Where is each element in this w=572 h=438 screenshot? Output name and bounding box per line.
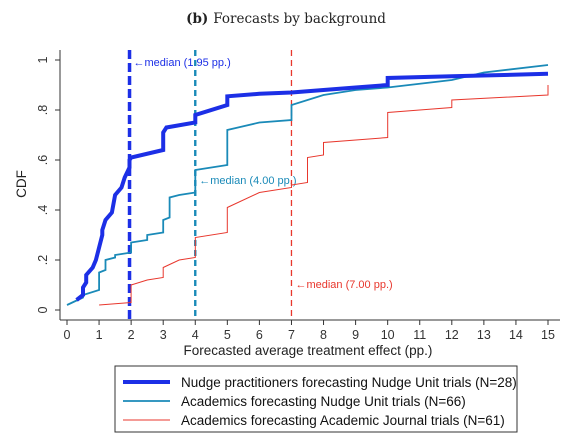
median-label: ←median (1.95 pp.) [134, 57, 231, 69]
x-tick-label: 14 [509, 328, 523, 342]
y-tick-label: .4 [36, 205, 50, 215]
y-tick-label: .8 [36, 105, 50, 115]
x-tick-label: 10 [381, 328, 395, 342]
legend-entry: Academics forecasting Academic Journal t… [181, 413, 505, 428]
median-lines: ←median (1.95 pp.) ←median (4.00 pp.) ←med… [127, 50, 393, 320]
series-line [75, 71, 549, 302]
y-axis-title: CDF [14, 170, 29, 198]
series-lines [66, 64, 549, 306]
series-line [99, 85, 549, 306]
x-ticks: 0 1 2 3 4 5 6 7 8 9 10 11 12 13 14 15 [64, 320, 555, 342]
caption-text: Forecasts by background [213, 11, 386, 27]
x-tick-label: 1 [96, 328, 103, 342]
series-line [66, 64, 549, 306]
median-label: ←median (4.00 pp.) [199, 175, 296, 187]
x-tick-label: 0 [64, 328, 71, 342]
y-tick-label: .2 [36, 255, 50, 265]
caption-letter: (b) [186, 11, 208, 27]
x-tick-label: 8 [320, 328, 327, 342]
plot-axes [59, 50, 560, 321]
y-tick-label: 0 [36, 306, 50, 313]
y-tick-label: .6 [36, 155, 50, 165]
legend: Nudge practitioners forecasting Nudge Un… [114, 365, 518, 433]
x-tick-label: 6 [256, 328, 263, 342]
x-tick-label: 15 [541, 328, 555, 342]
x-tick-label: 7 [288, 328, 295, 342]
figure-caption: (b) Forecasts by background [186, 11, 386, 27]
x-tick-label: 13 [477, 328, 491, 342]
x-tick-label: 9 [352, 328, 359, 342]
x-tick-label: 5 [224, 328, 231, 342]
x-tick-label: 3 [160, 328, 167, 342]
x-tick-label: 2 [128, 328, 135, 342]
legend-box [114, 365, 518, 433]
y-ticks: 0 .2 .4 .6 .8 1 [36, 56, 60, 313]
y-tick-label: 1 [36, 56, 50, 63]
x-tick-label: 11 [413, 328, 426, 342]
legend-entry: Nudge practitioners forecasting Nudge Un… [181, 375, 517, 390]
median-label: ←median (7.00 pp.) [295, 279, 392, 291]
x-axis-title: Forecasted average treatment effect (pp.… [184, 343, 433, 358]
legend-entry: Academics forecasting Nudge Unit trials … [181, 394, 466, 409]
x-tick-label: 4 [192, 328, 199, 342]
x-tick-label: 12 [445, 328, 459, 342]
